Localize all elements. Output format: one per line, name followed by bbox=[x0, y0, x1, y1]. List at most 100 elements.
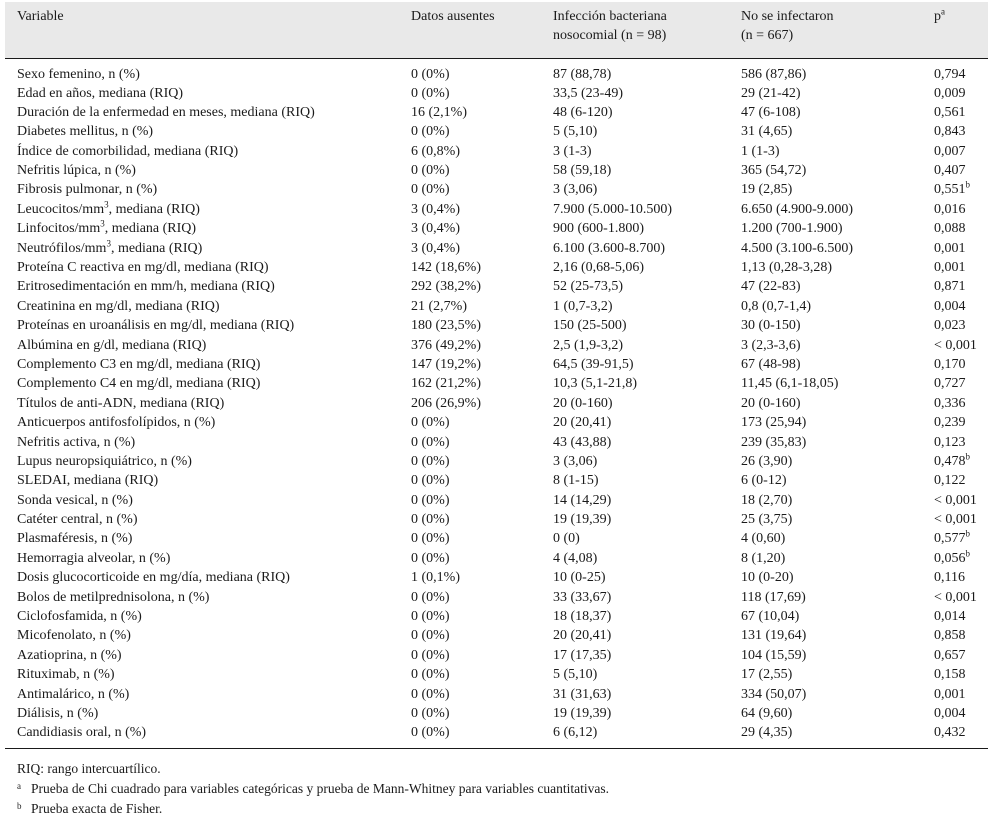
cell-variable: Proteína C reactiva en mg/dl, mediana (R… bbox=[5, 258, 408, 277]
cell-not-infected: 47 (22-83) bbox=[736, 277, 930, 296]
p-value: < 0,001 bbox=[934, 337, 977, 353]
cell-missing-data: 1 (0,1%) bbox=[408, 568, 548, 587]
variable-label: Diálisis, n (%) bbox=[17, 706, 99, 721]
infected-value: 6 (6,12) bbox=[553, 725, 598, 741]
variable-label: Anticuerpos antifosfolípidos, n (%) bbox=[17, 415, 216, 431]
unit-exponent: 3 bbox=[104, 199, 109, 210]
cell-not-infected: 6 (0-12) bbox=[736, 471, 930, 490]
p-value: < 0,001 bbox=[934, 589, 977, 605]
cell-infected: 48 (6-120) bbox=[548, 103, 736, 122]
p-value: 0,004 bbox=[934, 298, 966, 314]
cell-not-infected: 4 (0,60) bbox=[736, 529, 930, 548]
cell-infected: 43 (43,88) bbox=[548, 433, 736, 452]
not-infected-value: 6 (0-12) bbox=[741, 473, 787, 489]
missing-value: 147 (19,2%) bbox=[411, 356, 481, 372]
missing-value: 0 (0%) bbox=[411, 512, 450, 528]
cell-p-value: 0,123 bbox=[930, 433, 988, 452]
not-infected-value: 29 (4,35) bbox=[741, 725, 793, 741]
cell-infected: 14 (14,29) bbox=[548, 491, 736, 510]
p-value: 0,001 bbox=[934, 260, 966, 276]
cell-variable: Albúmina en g/dl, mediana (RIQ) bbox=[5, 336, 408, 355]
cell-not-infected: 365 (54,72) bbox=[736, 161, 930, 180]
cell-variable: Nefritis lúpica, n (%) bbox=[5, 161, 408, 180]
variable-label: Nefritis lúpica, n (%) bbox=[17, 163, 136, 179]
table-row: Duración de la enfermedad en meses, medi… bbox=[5, 103, 988, 122]
not-infected-value: 29 (21-42) bbox=[741, 85, 801, 101]
cell-infected: 20 (20,41) bbox=[548, 413, 736, 432]
header-missing-data: Datos ausentes bbox=[408, 2, 548, 59]
infected-value: 10,3 (5,1-21,8) bbox=[553, 376, 637, 392]
cell-infected: 10 (0-25) bbox=[548, 568, 736, 587]
cell-variable: Catéter central, n (%) bbox=[5, 510, 408, 529]
missing-value: 0 (0%) bbox=[411, 434, 450, 450]
missing-value: 0 (0%) bbox=[411, 686, 450, 702]
variable-label: Sonda vesical, n (%) bbox=[17, 492, 133, 508]
cell-not-infected: 1 (1-3) bbox=[736, 142, 930, 161]
cell-not-infected: 47 (6-108) bbox=[736, 103, 930, 122]
cell-infected: 0 (0) bbox=[548, 529, 736, 548]
not-infected-value: 47 (22-83) bbox=[741, 279, 801, 295]
infected-value: 0 (0) bbox=[553, 531, 580, 547]
footnote-marker: b bbox=[965, 548, 971, 559]
cell-missing-data: 21 (2,7%) bbox=[408, 297, 548, 316]
cell-variable: Nefritis activa, n (%) bbox=[5, 433, 408, 452]
cell-missing-data: 3 (0,4%) bbox=[408, 200, 548, 219]
cell-missing-data: 147 (19,2%) bbox=[408, 355, 548, 374]
cell-missing-data: 3 (0,4%) bbox=[408, 219, 548, 238]
cell-p-value: 0,116 bbox=[930, 568, 988, 587]
cell-infected: 33 (33,67) bbox=[548, 588, 736, 607]
cell-missing-data: 6 (0,8%) bbox=[408, 142, 548, 161]
p-value: 0,561 bbox=[934, 104, 966, 120]
table-row: Nefritis lúpica, n (%) 0 (0%) 58 (59,18) 36… bbox=[5, 161, 988, 180]
table-row: Proteína C reactiva en mg/dl, mediana (R… bbox=[5, 258, 988, 277]
cell-variable: Neutrófilos/mm3, mediana (RIQ) bbox=[5, 237, 408, 258]
cell-p-value: 0,577b bbox=[930, 529, 988, 548]
p-value: 0,116 bbox=[934, 570, 965, 586]
not-infected-value: 26 (3,90) bbox=[741, 453, 793, 469]
infected-value: 14 (14,29) bbox=[553, 492, 612, 508]
cell-infected: 19 (19,39) bbox=[548, 704, 736, 723]
missing-value: 162 (21,2%) bbox=[411, 376, 481, 392]
variable-label: Lupus neuropsiquiátrico, n (%) bbox=[17, 453, 192, 469]
missing-value: 0 (0%) bbox=[411, 706, 450, 721]
infected-value: 87 (88,78) bbox=[553, 66, 612, 82]
cell-infected: 900 (600-1.800) bbox=[548, 219, 736, 238]
cell-variable: Títulos de anti-ADN, mediana (RIQ) bbox=[5, 394, 408, 413]
cell-not-infected: 29 (21-42) bbox=[736, 84, 930, 103]
cell-p-value: 0,001 bbox=[930, 239, 988, 258]
cell-missing-data: 0 (0%) bbox=[408, 723, 548, 750]
cell-p-value: 0,088 bbox=[930, 219, 988, 238]
cell-variable: Fibrosis pulmonar, n (%) bbox=[5, 180, 408, 199]
not-infected-value: 67 (48-98) bbox=[741, 356, 801, 372]
infected-value: 6.100 (3.600-8.700) bbox=[553, 240, 665, 256]
cell-missing-data: 376 (49,2%) bbox=[408, 336, 548, 355]
p-value: 0,023 bbox=[934, 318, 966, 334]
cell-not-infected: 0,8 (0,7-1,4) bbox=[736, 297, 930, 316]
table-row: Creatinina en mg/dl, mediana (RIQ) 21 (2,… bbox=[5, 297, 988, 316]
table-row: Azatioprina, n (%) 0 (0%) 17 (17,35) 104 (1… bbox=[5, 646, 988, 665]
variable-label: Sexo femenino, n (%) bbox=[17, 66, 140, 82]
cell-p-value: 0,561 bbox=[930, 103, 988, 122]
cell-not-infected: 6.650 (4.900-9.000) bbox=[736, 200, 930, 219]
cell-variable: Sexo femenino, n (%) bbox=[5, 58, 408, 84]
cell-infected: 20 (20,41) bbox=[548, 626, 736, 645]
cell-infected: 87 (88,78) bbox=[548, 58, 736, 84]
cell-not-infected: 104 (15,59) bbox=[736, 646, 930, 665]
missing-value: 0 (0%) bbox=[411, 473, 450, 489]
cell-infected: 18 (18,37) bbox=[548, 607, 736, 626]
table-row: Candidiasis oral, n (%) 0 (0%) 6 (6,12) 29 … bbox=[5, 723, 988, 750]
cell-p-value: 0,004 bbox=[930, 297, 988, 316]
variable-label: Fibrosis pulmonar, n (%) bbox=[17, 182, 158, 198]
missing-value: 0 (0%) bbox=[411, 725, 450, 741]
table-row: Rituximab, n (%) 0 (0%) 5 (5,10) 17 (2,55) 0… bbox=[5, 665, 988, 684]
table-row: Anticuerpos antifosfolípidos, n (%) 0 (0%… bbox=[5, 413, 988, 432]
cell-infected: 17 (17,35) bbox=[548, 646, 736, 665]
unit-exponent: 3 bbox=[106, 237, 111, 248]
cell-variable: Duración de la enfermedad en meses, medi… bbox=[5, 103, 408, 122]
table-row: Ciclofosfamida, n (%) 0 (0%) 18 (18,37) 67 … bbox=[5, 607, 988, 626]
cell-variable: SLEDAI, mediana (RIQ) bbox=[5, 471, 408, 490]
not-infected-value: 586 (87,86) bbox=[741, 66, 807, 82]
cell-not-infected: 64 (9,60) bbox=[736, 704, 930, 723]
header-p-value: pa bbox=[930, 2, 988, 59]
missing-value: 206 (26,9%) bbox=[411, 395, 481, 411]
